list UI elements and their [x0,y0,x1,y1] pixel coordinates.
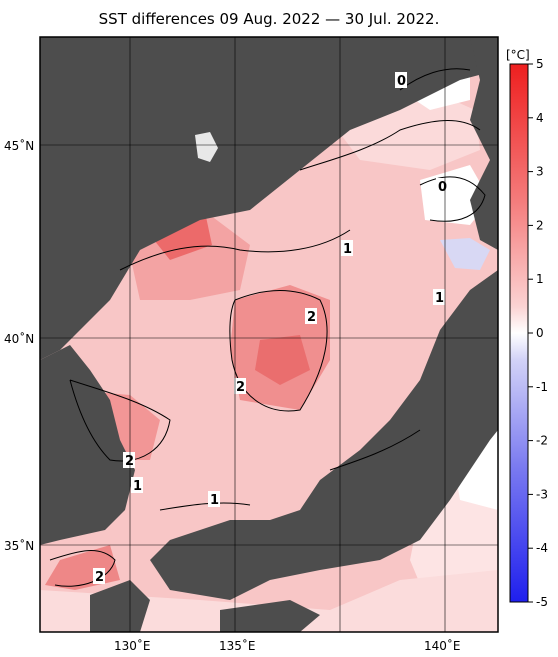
lon-tick-label: 135˚E [219,638,256,653]
grid-lines [40,37,498,632]
warm-patch-north [130,215,250,300]
lon-tick-label: 140˚E [424,638,461,653]
contour-line [159,502,251,511]
contour-label: 2 [95,570,104,585]
honshu-land [150,270,498,600]
colorbar-tick-label: 1 [536,272,544,286]
colorbar-tick-label: -1 [536,380,548,394]
kyushu-land [90,580,150,632]
hokkaido-land [470,37,498,250]
lat-tick-label: 40˚N [4,331,34,346]
contour-label: 2 [236,380,245,395]
contour-lines [49,68,486,587]
lon-tick-label: 130˚E [114,638,151,653]
korean-peninsula [40,345,135,545]
contour-line [329,429,421,471]
map-title: SST differences 09 Aug. 2022 — 30 Jul. 2… [98,10,440,28]
contour-label-group: 0 0 1 1 2 2 2 1 1 2 [93,72,448,585]
colorbar-tick-label: -4 [536,541,548,555]
contour-label: 1 [133,479,142,494]
contour-label: 0 [438,180,447,195]
map-panel: 0 0 1 1 2 2 2 1 1 2 [39,36,499,633]
contour-label: 1 [435,291,444,306]
contour-label: 1 [343,242,352,257]
colorbar-tick-label: 5 [536,57,544,71]
contour-line [49,550,116,587]
shikoku-land [220,600,320,632]
light-patch-south [40,570,498,632]
colorbar-unit: [°C] [506,48,530,62]
contour-label: 0 [397,74,406,89]
lat-tick-label: 45˚N [4,138,34,153]
colorbar-ticks: 5 4 3 2 1 0 -1 -2 -3 -4 -5 [528,57,548,609]
lat-tick-label: 35˚N [4,538,34,553]
contour-line [119,229,351,271]
contour-line [299,120,481,171]
colorbar: [°C] 5 4 3 2 1 0 -1 -2 -3 -4 -5 [506,48,548,609]
colorbar-tick-label: -2 [536,434,548,448]
contour-label: 2 [125,454,134,469]
colorbar-tick-label: 4 [536,111,544,125]
cool-patch-east [440,238,490,270]
colorbar-tick-label: 3 [536,165,544,179]
lon-axis: 130˚E 135˚E 140˚E [114,638,461,653]
map-frame [39,36,499,633]
colorbar-tick-label: 0 [536,326,544,340]
contour-line [69,379,171,462]
contour-label: 1 [210,493,219,508]
colorbar-tick-label: 2 [536,218,544,232]
continent-land [40,37,498,360]
colorbar-scale [509,63,529,603]
contour-label: 2 [307,310,316,325]
lat-axis: 45˚N 40˚N 35˚N [4,138,34,553]
warm-patch-coast [150,212,212,260]
colorbar-tick-label: -3 [536,487,548,501]
colorbar-tick-label: -5 [536,595,548,609]
warm-patch-core [255,335,310,385]
contour-line [229,290,328,412]
island-small [195,132,218,162]
